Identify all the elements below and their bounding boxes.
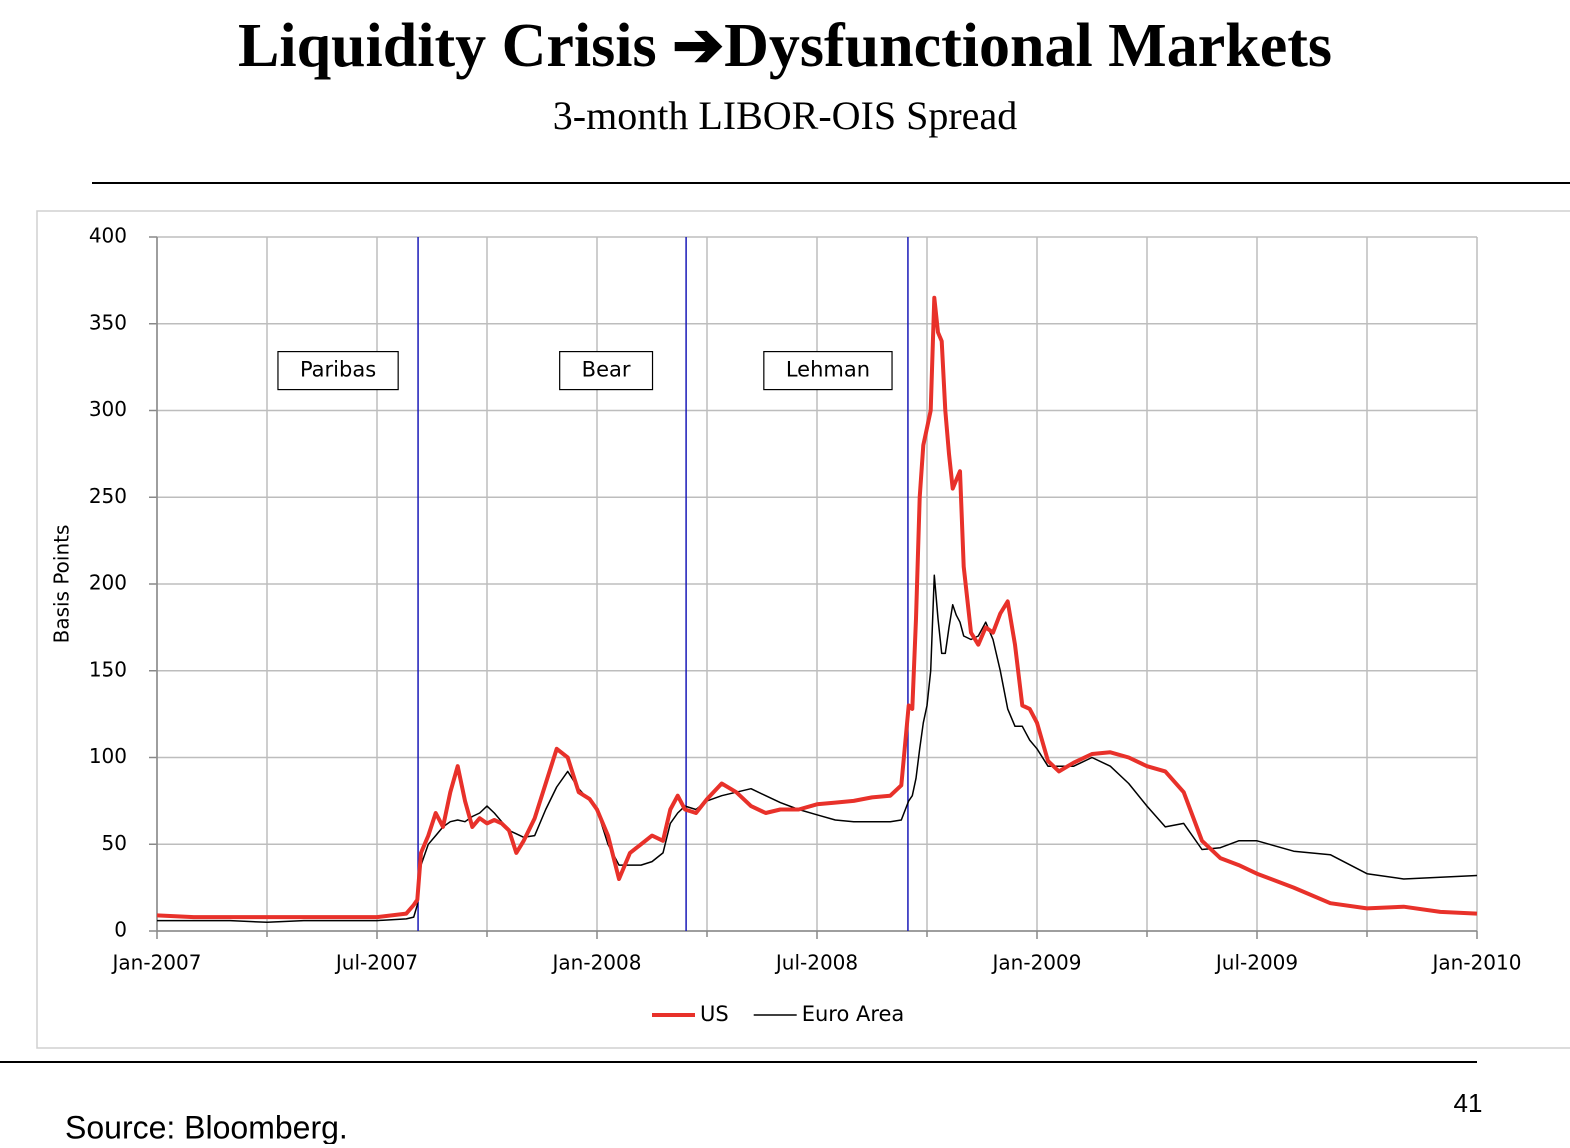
x-tick-label: Jul-2007 [334, 951, 418, 975]
chart-subtitle: 3-month LIBOR-OIS Spread [553, 93, 1017, 138]
page-number: 41 [1454, 1088, 1483, 1118]
event-box [277, 350, 399, 391]
x-tick-label: Jan-2010 [1431, 951, 1522, 975]
x-tick-label: Jul-2008 [774, 951, 858, 975]
y-tick-label: 300 [89, 397, 127, 421]
legend-label: Euro Area [802, 1002, 905, 1026]
x-tick-label: Jan-2008 [551, 951, 642, 975]
legend-label: US [700, 1002, 729, 1026]
y-tick-label: 100 [89, 744, 127, 768]
y-axis-label: Basis Points [50, 525, 74, 644]
x-tick-label: Jan-2007 [111, 951, 202, 975]
event-label: Lehman [786, 358, 870, 382]
y-tick-label: 200 [89, 571, 127, 595]
x-tick-label: Jan-2009 [991, 951, 1082, 975]
y-tick-label: 150 [89, 657, 127, 681]
event-label: Bear [582, 358, 631, 382]
event-box [763, 350, 893, 391]
y-tick-label: 50 [102, 831, 127, 855]
event-box [559, 350, 654, 391]
chart-frame [36, 210, 1570, 1049]
y-tick-label: 250 [89, 484, 127, 508]
series-line [156, 295, 1478, 920]
y-tick-label: 400 [89, 224, 127, 248]
y-tick-label: 0 [114, 918, 127, 942]
x-tick-label: Jul-2009 [1214, 951, 1298, 975]
source-note: Source: Bloomberg. [65, 1109, 348, 1144]
y-tick-label: 350 [89, 310, 127, 334]
slide-title: Liquidity Crisis ➔Dysfunctional Markets [238, 12, 1332, 80]
event-label: Paribas [300, 358, 376, 382]
